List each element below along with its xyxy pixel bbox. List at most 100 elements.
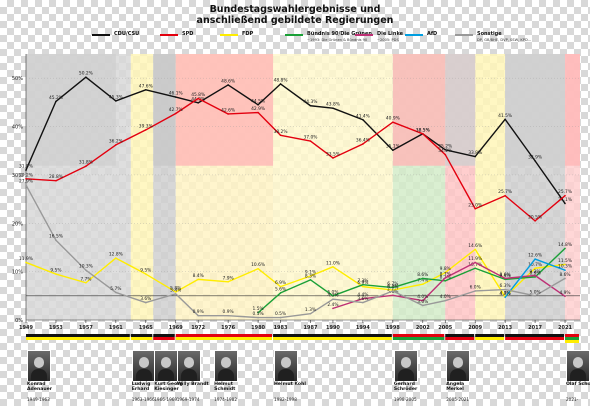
data-label: 1.3% (305, 307, 316, 313)
x-tick-label: 1961 (109, 325, 123, 331)
data-point (421, 299, 424, 302)
data-point (227, 113, 229, 115)
data-point (85, 165, 87, 168)
data-point (392, 149, 394, 152)
coalition-bar (505, 334, 565, 337)
x-tick-label: 1969 (169, 325, 183, 331)
data-point (279, 285, 282, 288)
legend-swatch (285, 34, 303, 36)
legend-note: DP, GB/BHE, DVP, SSW, KPD... (477, 38, 532, 42)
data-point (474, 248, 476, 251)
data-point (332, 157, 334, 159)
data-point (362, 301, 364, 304)
data-label: 12.6% (528, 253, 542, 259)
chancellor-name: Angela Merkel (446, 382, 465, 392)
portrait-face (400, 357, 411, 368)
data-point (474, 290, 476, 292)
data-point (115, 257, 117, 259)
data-point (474, 155, 476, 158)
chancellor-portrait (131, 350, 156, 382)
chancellor-name: Olaf Scholz (566, 382, 590, 387)
data-point (227, 84, 229, 86)
data-label: 3.0% (417, 299, 428, 305)
government-band-top (175, 54, 274, 166)
government-band (273, 54, 393, 320)
data-label: 6.7% (387, 281, 398, 287)
data-label: 10.7% (528, 262, 542, 268)
data-label: 45.3% (109, 94, 123, 100)
data-point (564, 295, 566, 298)
data-label: 45.8% (191, 92, 205, 98)
data-label: 42.7% (169, 107, 183, 113)
data-point (534, 295, 536, 297)
data-point (564, 247, 566, 250)
government-band (130, 54, 154, 320)
coalition-bar (130, 337, 153, 340)
portrait-face (573, 357, 584, 368)
data-label: 42.6% (221, 107, 235, 113)
data-label: 48.6% (221, 78, 235, 84)
portrait-body (158, 369, 175, 381)
data-point (332, 298, 334, 301)
data-label: 6.0% (470, 284, 481, 290)
data-label: 36.4% (356, 137, 370, 143)
legend-swatch (405, 34, 423, 36)
data-label: 25.7% (558, 189, 572, 195)
coalition-bar (153, 334, 175, 337)
data-label: 5.6% (275, 286, 286, 292)
data-label: 41.5% (498, 113, 512, 119)
government-band-top (153, 54, 176, 166)
x-tick-label: 2002 (416, 325, 430, 331)
data-label: 6.9% (275, 280, 286, 286)
data-label: 25.7% (498, 189, 512, 195)
x-tick-label: 1965 (139, 325, 153, 331)
chancellor-name: Gerhard Schröder (393, 382, 418, 392)
data-point (362, 285, 364, 288)
data-label: 4.8% (500, 290, 511, 296)
data-point (504, 288, 506, 291)
data-label: 0.5% (253, 311, 264, 317)
data-label: 9.1% (305, 269, 316, 275)
data-point (174, 96, 177, 98)
y-tick-label: 30% (12, 173, 23, 179)
chancellor-term: 2005-2021 (446, 397, 470, 402)
data-label: 43.8% (326, 102, 340, 108)
x-tick-label: 2017 (528, 325, 542, 331)
data-point (534, 258, 536, 260)
data-label: 1.5% (253, 306, 264, 312)
data-label: 36.2% (109, 138, 123, 144)
coalition-bar (565, 334, 579, 337)
data-point (85, 281, 87, 284)
chart-title-line2: anschließend gebildete Regierungen (196, 15, 394, 26)
data-label: 45.2% (49, 95, 63, 101)
coalition-bar (26, 334, 130, 337)
data-label: 8.6% (417, 272, 428, 278)
data-label: 20.5% (528, 214, 542, 220)
data-label: 34.2% (438, 148, 452, 154)
data-label: 9.5% (50, 268, 61, 274)
data-label: 42.9% (251, 106, 265, 112)
data-label: 8.7% (440, 271, 451, 277)
chancellor-term: 1998-2005 (393, 397, 417, 402)
x-tick-label: 1994 (356, 325, 370, 331)
data-label: 10.7% (468, 262, 482, 268)
coalition-bar (505, 337, 565, 340)
data-point (564, 277, 566, 280)
data-point (115, 100, 117, 102)
data-point (504, 296, 506, 299)
portrait-body (31, 369, 47, 381)
chancellor-portrait (274, 350, 299, 382)
legend-swatch (220, 34, 238, 36)
data-point (421, 283, 424, 286)
data-point (332, 295, 334, 297)
data-label: 11.9% (19, 256, 33, 262)
data-label: 16.5% (49, 234, 63, 240)
chancellor-portrait (446, 350, 471, 382)
chancellor-term: 1963-1966 (131, 397, 155, 402)
data-point (279, 292, 282, 294)
data-point (362, 118, 364, 121)
data-label: 8.9% (530, 270, 541, 276)
legend-swatch (355, 34, 373, 36)
data-label: 31.8% (79, 160, 93, 166)
x-tick-label: 1983 (274, 325, 288, 331)
